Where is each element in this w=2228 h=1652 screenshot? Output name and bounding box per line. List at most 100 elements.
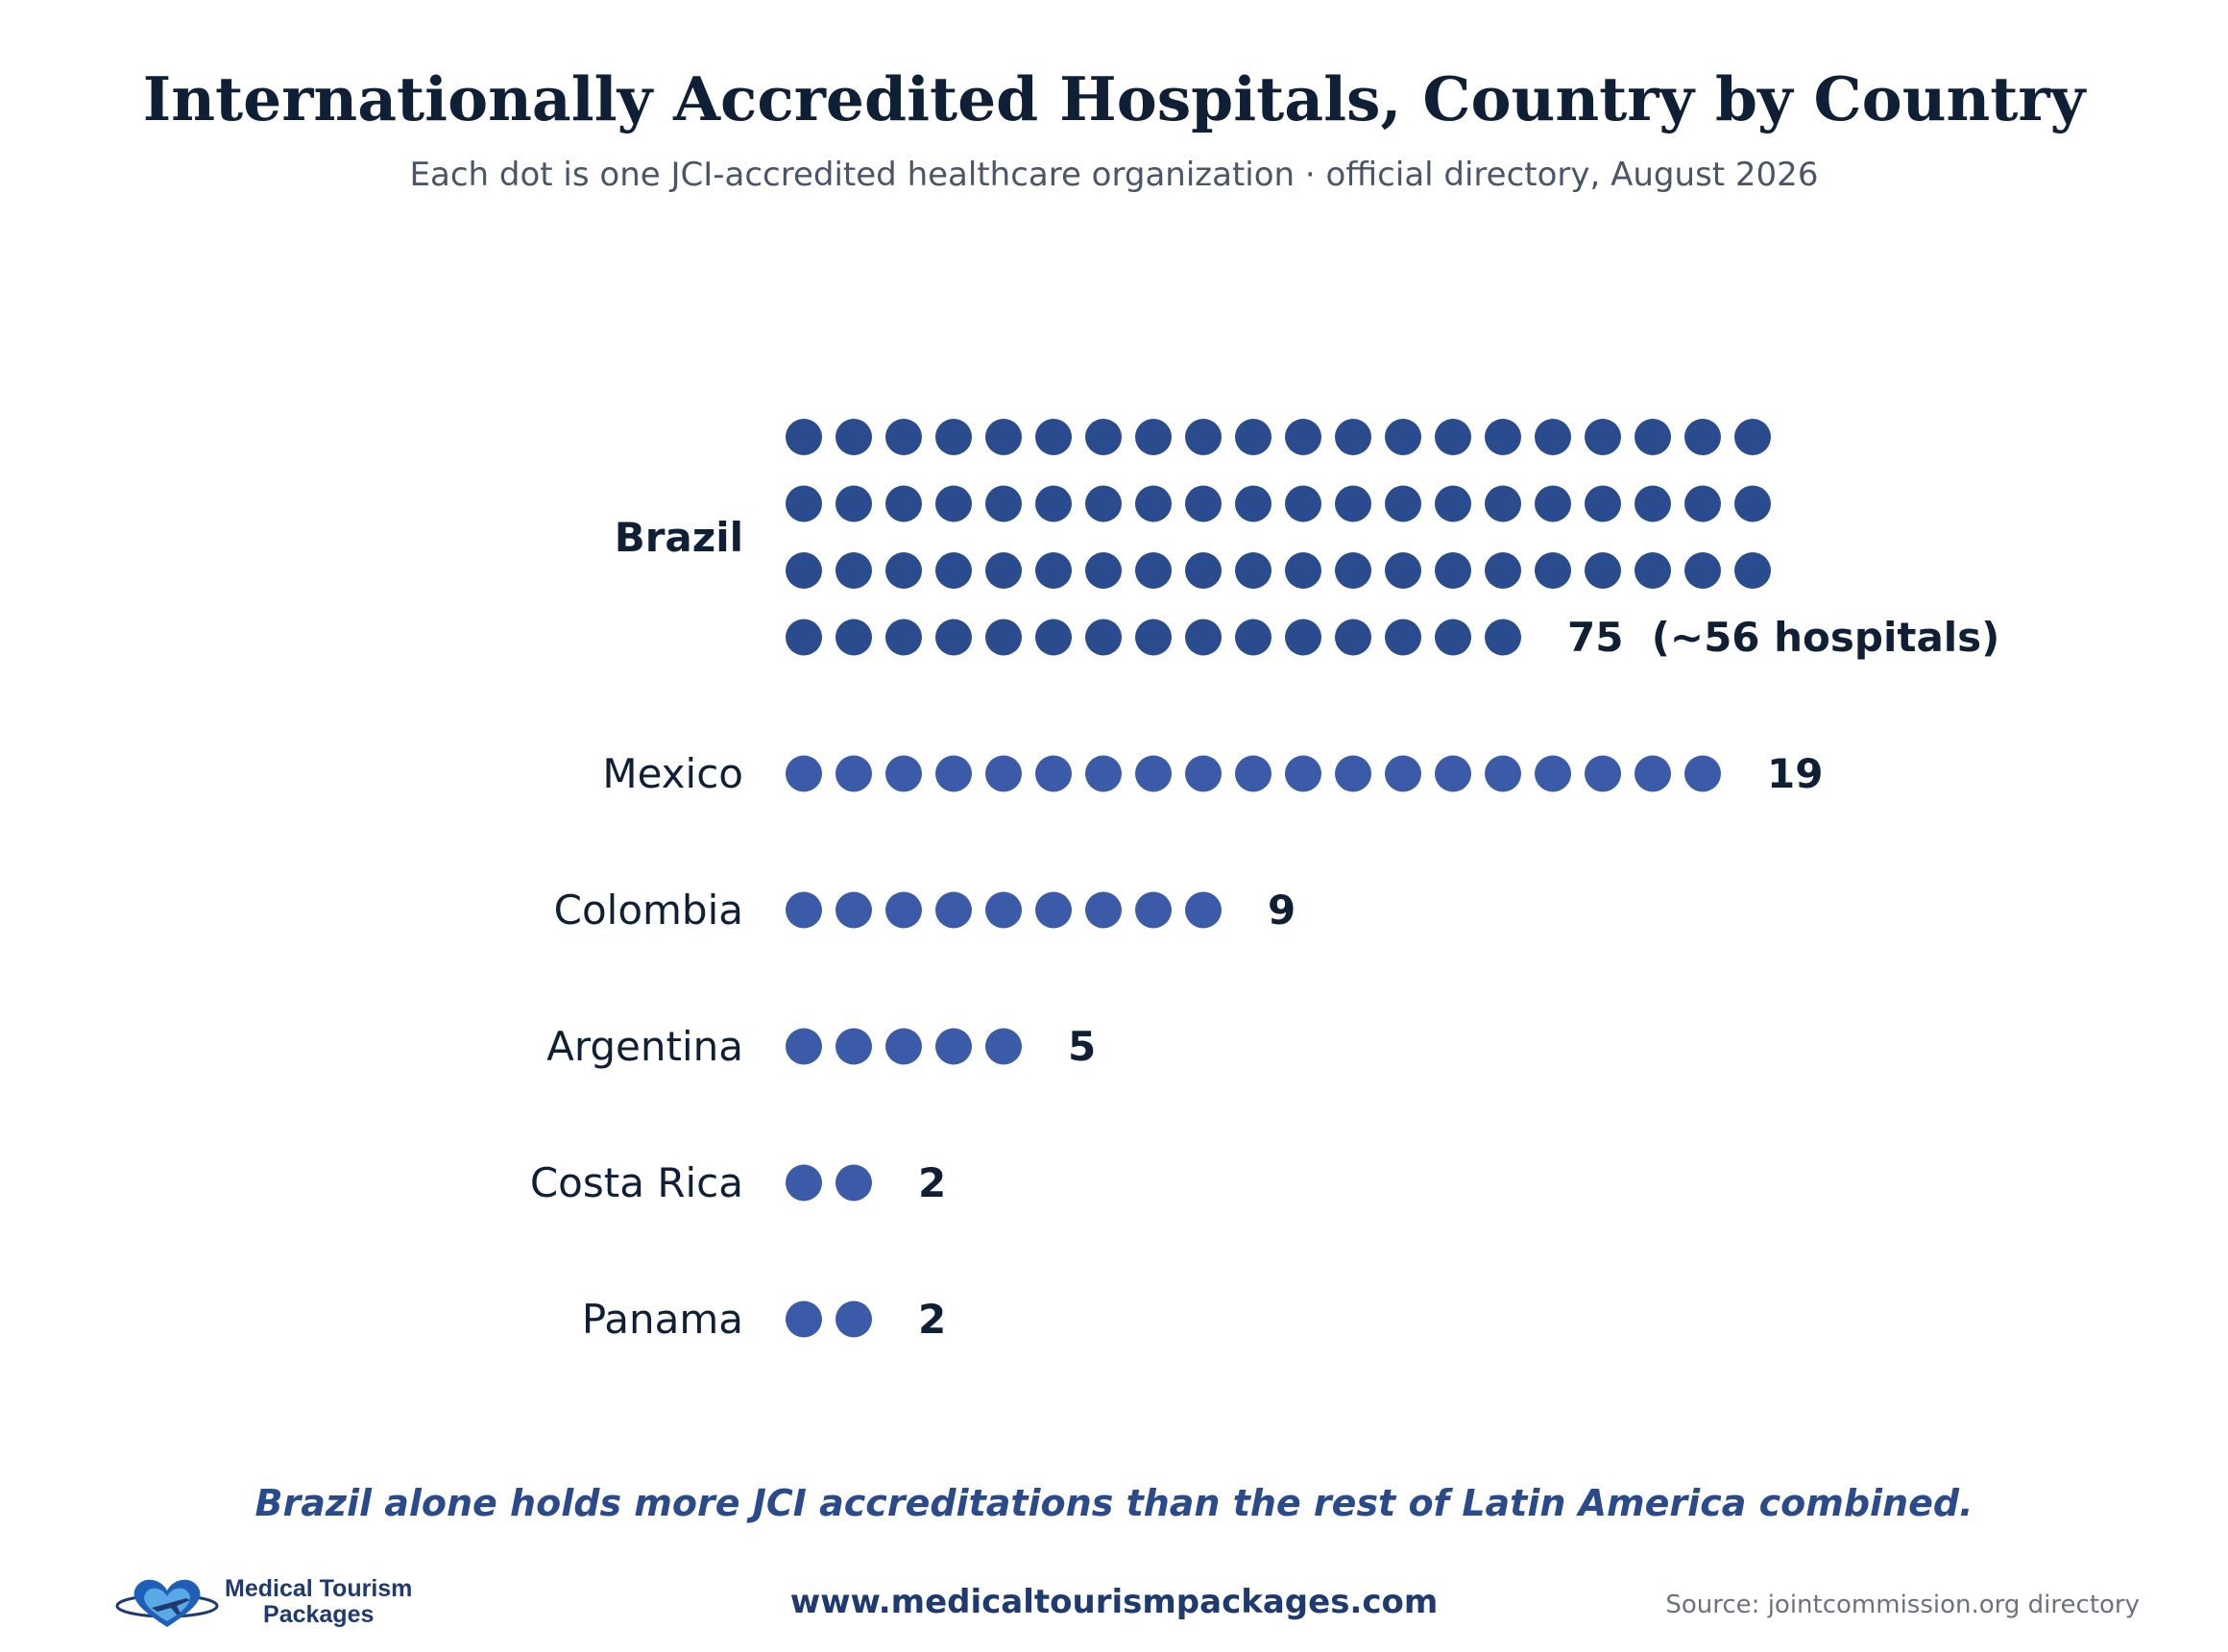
category-label: Panama (582, 1296, 743, 1343)
dot-brazil (1135, 552, 1172, 589)
dot-brazil (1185, 619, 1222, 656)
dot-colombia (1185, 891, 1222, 929)
dot-mexico (836, 755, 872, 792)
logo-text: Medical Tourism Packages (225, 1576, 412, 1628)
dot-mexico (1535, 755, 1571, 792)
dot-brazil (786, 485, 822, 522)
dot-brazil (1385, 419, 1421, 455)
dot-brazil (935, 485, 972, 522)
dot-brazil (1285, 552, 1321, 589)
dot-mexico (1085, 755, 1122, 792)
dot-brazil (1185, 552, 1222, 589)
dot-brazil (1485, 619, 1521, 656)
heart-plane-logo-icon (115, 1579, 219, 1627)
category-label: Argentina (546, 1023, 743, 1070)
dot-brazil (1085, 485, 1122, 522)
dot-argentina (786, 1028, 822, 1065)
takeaway-annotation: Brazil alone holds more JCI accreditatio… (254, 1482, 1974, 1524)
dot-brazil (1485, 552, 1521, 589)
dot-brazil (1135, 419, 1172, 455)
dot-argentina (935, 1028, 972, 1065)
dot-brazil (1585, 552, 1621, 589)
dot-colombia (786, 891, 822, 929)
dot-brazil (1335, 619, 1371, 656)
dot-colombia (1135, 891, 1172, 929)
dot-mexico (1335, 755, 1371, 792)
dot-brazil (1035, 619, 1072, 656)
dot-mexico (1684, 755, 1721, 792)
dot-matrix-chart: Brazil 75 (~56 hospitals) Mexico 19 Colombia… (530, 419, 1999, 1343)
dot-brazil (1285, 619, 1321, 656)
dot-brazil (985, 552, 1022, 589)
dot-brazil (1734, 552, 1771, 589)
dot-brazil (786, 419, 822, 455)
dot-colombia (1035, 891, 1072, 929)
dot-brazil (1085, 619, 1122, 656)
dot-brazil (885, 619, 922, 656)
dot-mexico (1635, 755, 1671, 792)
dot-brazil (1635, 485, 1671, 522)
dot-panama (786, 1300, 822, 1338)
dot-brazil (1635, 552, 1671, 589)
dot-brazil (786, 552, 822, 589)
dot-brazil (1235, 552, 1271, 589)
dot-brazil (1335, 485, 1371, 522)
value-label: 5 (1068, 1023, 1096, 1070)
dot-brazil (985, 419, 1022, 455)
dot-brazil (786, 619, 822, 656)
dot-brazil (1684, 552, 1721, 589)
dot-mexico (786, 755, 822, 792)
dot-brazil (935, 619, 972, 656)
brand-logo: Medical Tourism Packages (113, 1573, 412, 1631)
dot-panama (836, 1300, 872, 1338)
value-label: 2 (918, 1159, 946, 1206)
dot-brazil (1235, 619, 1271, 656)
category-label: Mexico (602, 750, 743, 797)
dot-brazil (1535, 419, 1571, 455)
value-label: 75 (~56 hospitals) (1567, 614, 1999, 661)
dot-brazil (1085, 552, 1122, 589)
category-label: Costa Rica (530, 1159, 743, 1206)
dot-brazil (1285, 485, 1321, 522)
dot-brazil (1085, 419, 1122, 455)
dot-brazil (1435, 619, 1471, 656)
dot-brazil (1485, 419, 1521, 455)
dot-mexico (1585, 755, 1621, 792)
value-label: 19 (1767, 750, 1823, 797)
dot-brazil (1235, 419, 1271, 455)
website-link[interactable]: www.medicaltourismpackages.com (789, 1583, 1439, 1621)
logo-line-1: Medical Tourism (225, 1575, 413, 1602)
dot-brazil (836, 552, 872, 589)
dot-brazil (1335, 552, 1371, 589)
dot-mexico (1185, 755, 1222, 792)
dot-brazil (935, 552, 972, 589)
dot-colombia (985, 891, 1022, 929)
dot-brazil (935, 419, 972, 455)
dot-mexico (1385, 755, 1421, 792)
dot-brazil (885, 552, 922, 589)
dot-mexico (1135, 755, 1172, 792)
dot-costa-rica (786, 1164, 822, 1202)
dot-brazil (985, 485, 1022, 522)
dot-brazil (1135, 619, 1172, 656)
dot-mexico (1235, 755, 1271, 792)
dot-brazil (1185, 485, 1222, 522)
dot-brazil (836, 619, 872, 656)
dot-brazil (1435, 552, 1471, 589)
dot-colombia (1085, 891, 1122, 929)
dot-brazil (836, 485, 872, 522)
dot-mexico (885, 755, 922, 792)
dot-colombia (836, 891, 872, 929)
value-label: 2 (918, 1296, 946, 1343)
chart-title: Internationally Accredited Hospitals, Co… (142, 63, 2086, 134)
dot-argentina (836, 1028, 872, 1065)
dot-brazil (885, 485, 922, 522)
dot-brazil (1435, 485, 1471, 522)
dot-brazil (1535, 485, 1571, 522)
dot-brazil (1635, 419, 1671, 455)
chart-subtitle: Each dot is one JCI-accredited healthcar… (409, 156, 1819, 194)
dot-argentina (985, 1028, 1022, 1065)
dot-colombia (935, 891, 972, 929)
dot-brazil (836, 419, 872, 455)
value-label: 9 (1268, 887, 1296, 934)
